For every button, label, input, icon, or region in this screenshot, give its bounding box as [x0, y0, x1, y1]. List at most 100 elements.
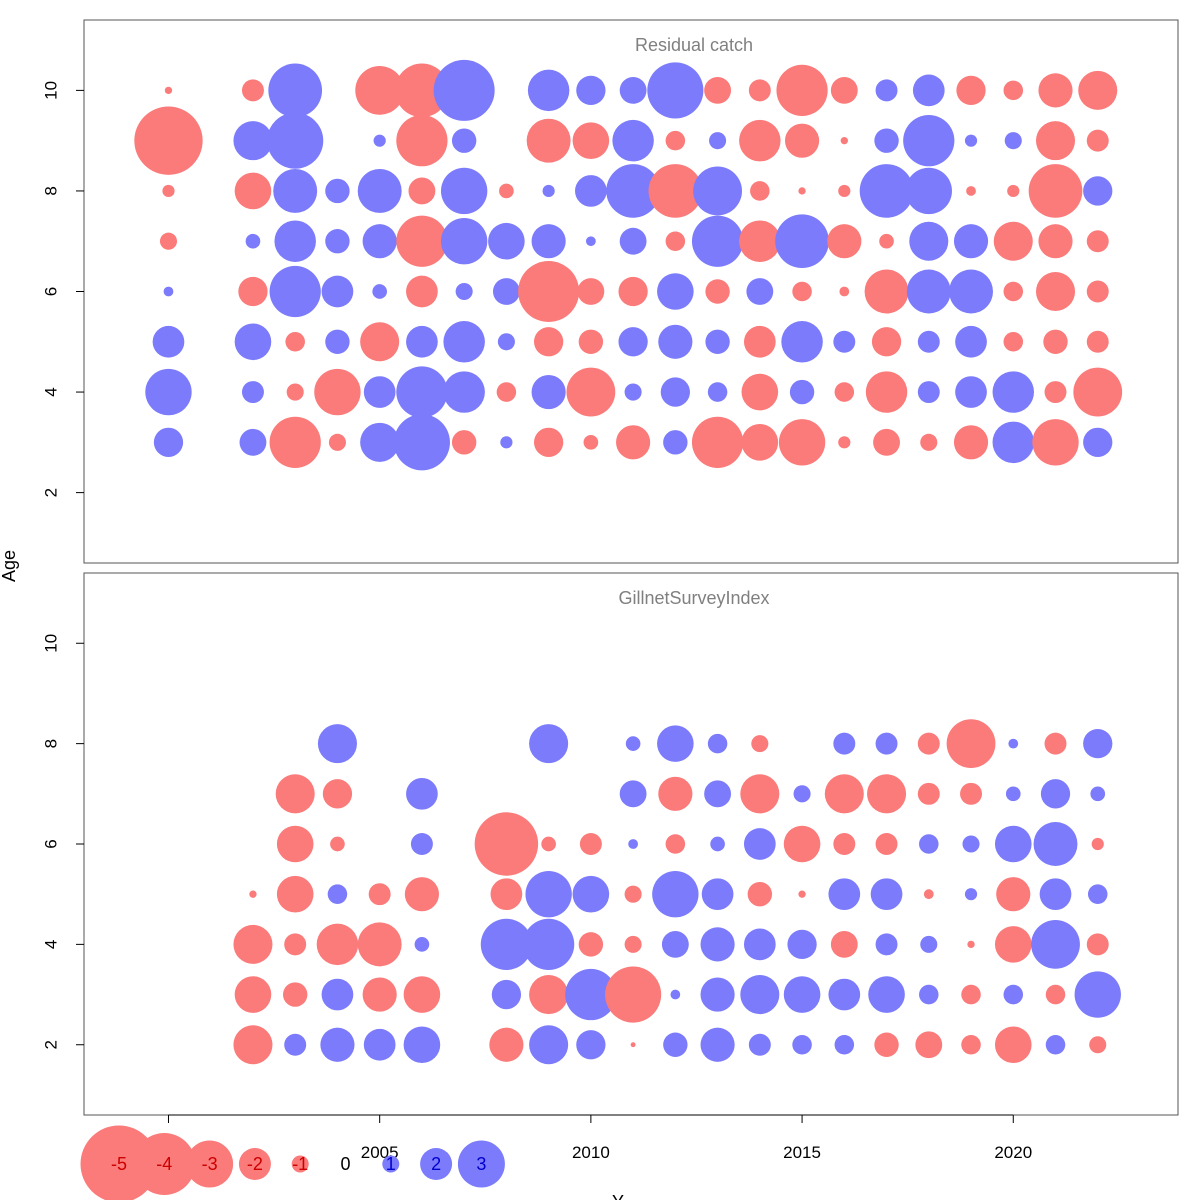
bubble — [906, 269, 951, 314]
bubble — [616, 425, 651, 460]
bubble — [700, 977, 735, 1012]
bubble — [798, 187, 806, 195]
bubble — [276, 825, 314, 863]
bubble — [700, 1027, 735, 1062]
panel-1: Residual catch 2 4 6 8 10 — [41, 19, 1179, 564]
bubble — [740, 975, 780, 1015]
bubble — [966, 186, 976, 196]
bubble — [875, 732, 898, 755]
bubble — [751, 735, 769, 753]
bubble — [710, 836, 725, 852]
x-axis: 20002005201020152020 — [150, 1114, 1032, 1162]
bubble — [993, 221, 1033, 261]
bubble — [276, 875, 314, 913]
bubble — [134, 106, 203, 175]
bubble — [874, 1032, 899, 1057]
bubble — [859, 164, 914, 218]
bubble — [789, 379, 815, 405]
bubble — [233, 121, 273, 161]
bubble — [1086, 129, 1109, 152]
bubble — [864, 269, 909, 314]
bubble — [357, 168, 402, 213]
bubble — [282, 982, 308, 1007]
bubble — [660, 377, 690, 407]
bubble — [964, 134, 978, 147]
bubble — [373, 134, 386, 147]
bubble — [704, 76, 732, 104]
bubble — [1033, 822, 1078, 866]
bubble — [396, 366, 448, 418]
bubble — [618, 276, 648, 307]
bubble — [830, 76, 858, 104]
bubble — [994, 825, 1032, 863]
panels: Residual catch 2 4 6 8 10 GillnetSurveyIndex 2 4… — [41, 19, 1179, 1116]
bubble — [793, 785, 811, 803]
bubble — [992, 371, 1035, 413]
bubble — [576, 75, 606, 106]
bubble — [433, 59, 495, 121]
bubble — [917, 732, 940, 755]
bubble — [1004, 132, 1022, 150]
bubble — [529, 1025, 569, 1065]
bubble — [920, 433, 938, 451]
bubble — [833, 732, 856, 755]
bubble — [960, 782, 983, 805]
bubble — [275, 774, 315, 814]
bubble — [867, 774, 907, 814]
bubble — [663, 430, 688, 455]
bubble — [239, 428, 267, 456]
bubble — [630, 1042, 636, 1048]
x-tick-label: 2010 — [572, 1143, 610, 1162]
bubble — [314, 368, 361, 416]
bubble — [1043, 329, 1068, 354]
bubble — [748, 1033, 771, 1056]
bubble — [233, 1025, 273, 1065]
bubble — [741, 424, 779, 461]
x-tick-label: 2020 — [994, 1143, 1032, 1162]
bubble — [284, 1033, 307, 1056]
bubble — [325, 178, 350, 204]
bubble — [1008, 738, 1019, 749]
bubble — [1083, 427, 1113, 457]
bubble — [403, 976, 441, 1013]
bubble — [1003, 984, 1024, 1005]
bubble — [691, 215, 744, 267]
bubble — [1040, 779, 1071, 809]
bubble — [605, 966, 662, 1023]
bubble — [875, 933, 898, 956]
bubble — [249, 890, 257, 898]
bubble — [704, 780, 732, 808]
bubble — [624, 383, 642, 401]
bubble — [579, 833, 602, 855]
bubble — [996, 877, 1031, 912]
bubble — [1031, 919, 1080, 969]
legend-bubble — [238, 1148, 271, 1180]
bubble — [824, 774, 864, 814]
y-tick-label: 10 — [41, 81, 60, 100]
bubble — [870, 878, 903, 911]
bubble — [705, 329, 730, 354]
bubble — [953, 425, 989, 460]
bubble — [489, 1027, 524, 1062]
bubble — [269, 416, 321, 468]
y-tick-label: 4 — [41, 387, 60, 396]
bubble — [1045, 984, 1066, 1005]
bubble — [531, 224, 566, 259]
bubble — [440, 218, 488, 265]
bubble — [273, 168, 318, 213]
bubble — [1086, 330, 1109, 353]
bubble — [566, 367, 616, 417]
bubble — [691, 416, 744, 468]
bubble — [414, 937, 430, 952]
bubble — [663, 1032, 688, 1057]
bubble — [778, 419, 826, 466]
bubble — [746, 278, 774, 305]
bubble — [1090, 786, 1106, 802]
legend-bubble — [420, 1148, 453, 1180]
bubble — [606, 164, 660, 218]
bubble — [1086, 280, 1109, 303]
bubble — [542, 184, 555, 198]
bubble — [923, 889, 934, 900]
bubble — [707, 382, 728, 402]
